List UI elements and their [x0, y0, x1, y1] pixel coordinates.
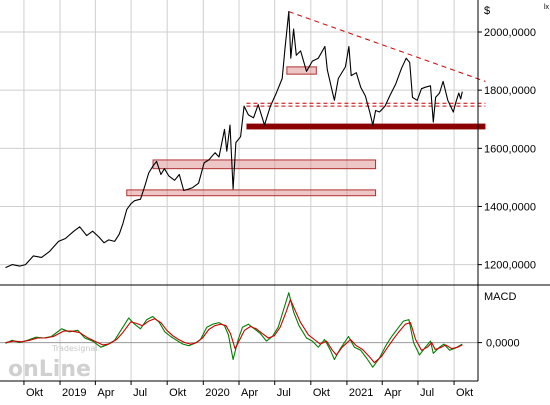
x-tick-label: Apr	[241, 387, 258, 399]
x-tick-label: 2020	[205, 387, 229, 399]
resistance-trendline	[288, 11, 486, 82]
x-tick-label: 2021	[349, 387, 373, 399]
price-y-tick-label: 1400,0000	[484, 201, 536, 213]
x-tick-label: Jul	[277, 387, 291, 399]
macd-line	[5, 292, 463, 368]
corner-mark: lx	[544, 4, 550, 11]
price-y-axis: $ lx 1200,0000 1400,0000 1600,0000 1800,000…	[478, 4, 550, 272]
x-tick-label: Okt	[169, 387, 186, 399]
resistance-zone	[286, 66, 317, 75]
x-tick-label: Apr	[97, 387, 114, 399]
support-bar	[246, 123, 486, 130]
price-y-tick-label: 1800,0000	[484, 85, 536, 97]
x-tick-label: Okt	[456, 387, 473, 399]
price-y-tick-label: 1200,0000	[484, 260, 536, 272]
x-tick-label: Jul	[420, 387, 434, 399]
x-axis: Okt 2019 Apr Jul Okt 2020 Apr Jul Okt 2021 Apr Jul O…	[23, 381, 473, 399]
watermark-big: onLine	[8, 357, 91, 382]
macd-signal-line	[5, 299, 463, 364]
x-tick-label: Jul	[133, 387, 147, 399]
resistance-zone	[126, 189, 377, 197]
currency-label: $	[484, 5, 490, 17]
price-y-tick-label: 1600,0000	[484, 143, 536, 155]
x-tick-label: Apr	[384, 387, 401, 399]
macd-series	[5, 292, 463, 368]
macd-y-tick-label: 0,0000	[486, 338, 520, 350]
macd-title: MACD	[484, 291, 516, 303]
price-annotations	[126, 11, 486, 197]
watermark-small: Tradesignal	[51, 344, 98, 353]
x-tick-label: Okt	[313, 387, 330, 399]
price-y-tick-label: 2000,0000	[484, 27, 536, 39]
price-line	[5, 11, 463, 269]
price-grid	[0, 0, 478, 285]
x-tick-label: 2019	[62, 387, 86, 399]
price-series	[5, 11, 463, 269]
macd-grid	[0, 285, 478, 381]
macd-y-axis: MACD 0,0000	[478, 291, 520, 350]
x-tick-label: Okt	[26, 387, 43, 399]
watermark: Tradesignal onLine	[8, 344, 98, 382]
resistance-zone	[152, 159, 377, 170]
